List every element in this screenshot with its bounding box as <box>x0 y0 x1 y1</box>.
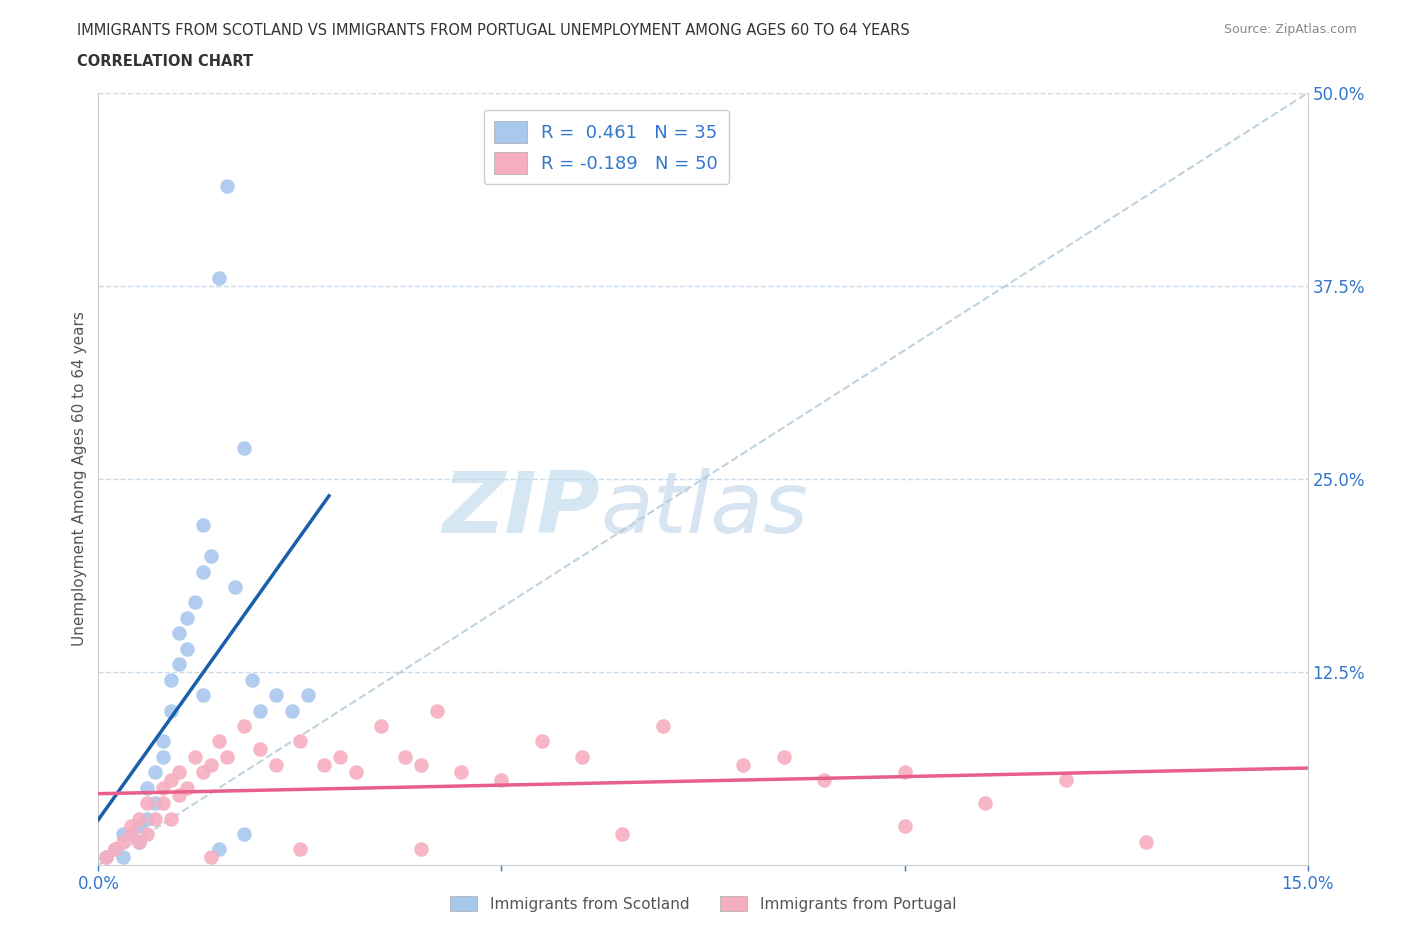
Text: ZIP: ZIP <box>443 469 600 551</box>
Point <box>200 850 222 865</box>
Point <box>394 750 416 764</box>
Point <box>893 819 915 834</box>
Point <box>249 703 271 718</box>
Point <box>193 518 215 533</box>
Point <box>232 719 254 734</box>
Point <box>96 850 118 865</box>
Point <box>217 750 239 764</box>
Point <box>200 549 222 564</box>
Point <box>893 764 915 779</box>
Point <box>167 657 190 671</box>
Point <box>224 579 246 594</box>
Point <box>813 773 835 788</box>
Point <box>120 827 142 842</box>
Point <box>167 788 190 803</box>
Text: Source: ZipAtlas.com: Source: ZipAtlas.com <box>1223 23 1357 36</box>
Point <box>297 687 319 702</box>
Point <box>232 441 254 456</box>
Point <box>264 757 287 772</box>
Point <box>111 834 134 849</box>
Point <box>491 773 513 788</box>
Point <box>111 850 134 865</box>
Point <box>176 642 198 657</box>
Point <box>208 842 231 857</box>
Point <box>176 780 198 795</box>
Point <box>160 773 183 788</box>
Legend: Immigrants from Scotland, Immigrants from Portugal: Immigrants from Scotland, Immigrants fro… <box>444 889 962 918</box>
Point <box>111 827 134 842</box>
Point <box>96 850 118 865</box>
Point <box>152 796 174 811</box>
Text: CORRELATION CHART: CORRELATION CHART <box>77 54 253 69</box>
Point <box>135 796 157 811</box>
Point <box>176 610 198 625</box>
Point <box>208 271 231 286</box>
Point <box>193 687 215 702</box>
Point <box>1054 773 1077 788</box>
Point <box>152 734 174 749</box>
Point <box>208 734 231 749</box>
Point <box>120 827 142 842</box>
Point <box>152 750 174 764</box>
Point <box>571 750 593 764</box>
Point <box>232 827 254 842</box>
Point <box>288 842 311 857</box>
Point <box>530 734 553 749</box>
Point <box>193 764 215 779</box>
Point <box>344 764 367 779</box>
Point <box>200 757 222 772</box>
Point <box>240 672 263 687</box>
Point <box>103 842 125 857</box>
Point <box>651 719 673 734</box>
Point <box>143 796 166 811</box>
Point <box>160 703 183 718</box>
Point <box>120 819 142 834</box>
Text: atlas: atlas <box>600 469 808 551</box>
Point <box>103 842 125 857</box>
Point <box>1135 834 1157 849</box>
Point <box>409 757 432 772</box>
Point <box>264 687 287 702</box>
Point <box>143 811 166 826</box>
Point <box>370 719 392 734</box>
Point <box>128 811 150 826</box>
Point <box>135 811 157 826</box>
Point <box>152 780 174 795</box>
Point <box>217 179 239 193</box>
Point <box>167 764 190 779</box>
Point <box>193 565 215 579</box>
Point <box>409 842 432 857</box>
Point <box>426 703 449 718</box>
Text: IMMIGRANTS FROM SCOTLAND VS IMMIGRANTS FROM PORTUGAL UNEMPLOYMENT AMONG AGES 60 : IMMIGRANTS FROM SCOTLAND VS IMMIGRANTS F… <box>77 23 910 38</box>
Point <box>160 811 183 826</box>
Point <box>128 834 150 849</box>
Point <box>143 764 166 779</box>
Point <box>184 595 207 610</box>
Point <box>184 750 207 764</box>
Point <box>288 734 311 749</box>
Point <box>128 819 150 834</box>
Point <box>733 757 755 772</box>
Point <box>249 742 271 757</box>
Point <box>314 757 336 772</box>
Point <box>450 764 472 779</box>
Point <box>167 626 190 641</box>
Point <box>135 827 157 842</box>
Point <box>329 750 352 764</box>
Point <box>128 834 150 849</box>
Point <box>974 796 997 811</box>
Legend: R =  0.461   N = 35, R = -0.189   N = 50: R = 0.461 N = 35, R = -0.189 N = 50 <box>484 110 728 184</box>
Point <box>281 703 304 718</box>
Point <box>160 672 183 687</box>
Point <box>135 780 157 795</box>
Point <box>772 750 794 764</box>
Y-axis label: Unemployment Among Ages 60 to 64 years: Unemployment Among Ages 60 to 64 years <box>72 312 87 646</box>
Point <box>612 827 634 842</box>
